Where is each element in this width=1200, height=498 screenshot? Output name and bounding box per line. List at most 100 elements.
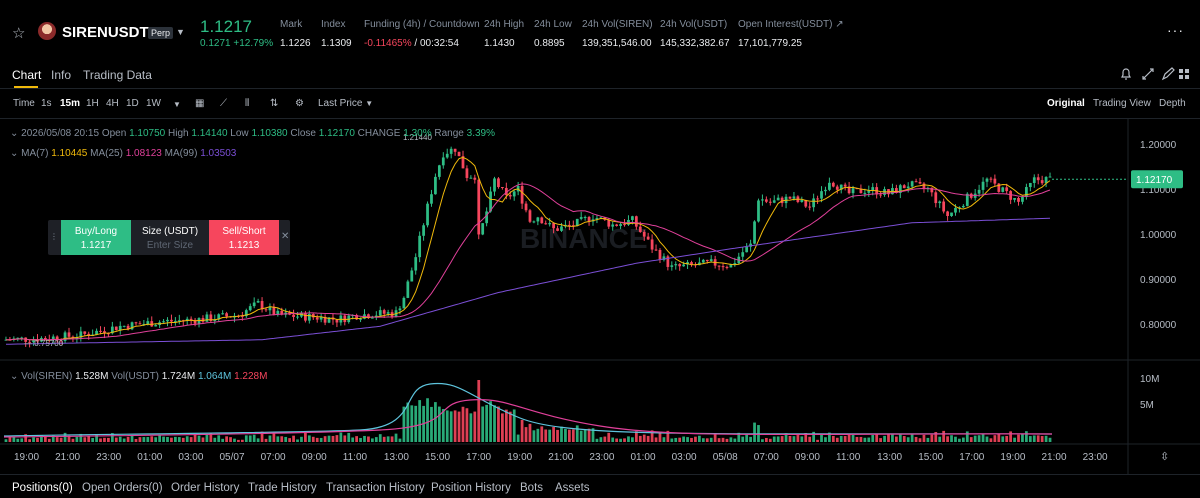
candle	[209, 310, 213, 323]
sell-short-button[interactable]: Sell/Short 1.1213	[209, 220, 279, 255]
size-input[interactable]: Size (USDT) Enter Size	[141, 226, 199, 251]
tab-chart[interactable]: Chart	[12, 68, 42, 82]
interval-1w[interactable]: 1W	[146, 98, 161, 109]
grid-icon[interactable]	[1179, 69, 1189, 79]
volume-bar	[749, 436, 752, 442]
volume-bar	[449, 411, 453, 442]
tab-trade-history[interactable]: Trade History	[248, 482, 317, 494]
volume-bar	[741, 436, 745, 442]
volume-bar	[67, 435, 71, 442]
volume-bar	[544, 429, 548, 442]
axis-scale-icon[interactable]: ⇳	[1160, 450, 1169, 463]
volume-bar	[367, 436, 370, 442]
volume-bar	[1048, 437, 1052, 442]
volume-bar	[831, 435, 835, 442]
tab-positions[interactable]: Positions(0)	[12, 482, 73, 494]
volume-bar	[343, 435, 347, 442]
time-axis-label: 23:00	[589, 452, 614, 463]
price-chart[interactable]: BINANCE 1.20000 1.10000 1.00000 0.90000 0.80…	[0, 118, 1200, 474]
candle	[276, 307, 280, 317]
stat-mark: Mark 1.1226	[280, 19, 311, 49]
volume-bar	[311, 436, 315, 442]
volume-bar	[292, 435, 295, 442]
interval-dropdown-icon[interactable]: ▼	[173, 100, 181, 109]
tab-position-history[interactable]: Position History	[431, 482, 511, 494]
expand-icon[interactable]	[1142, 68, 1154, 80]
settings-icon[interactable]: ⚙	[295, 98, 304, 109]
candle	[272, 303, 276, 316]
view-trading-view[interactable]: Trading View	[1093, 98, 1151, 109]
candle	[808, 202, 812, 211]
volume-bar	[189, 437, 193, 442]
volume-bar	[516, 434, 520, 442]
candle	[193, 317, 197, 327]
drag-handle-icon[interactable]: ⋮	[50, 232, 58, 241]
volume-bar	[816, 439, 819, 442]
favorite-star-icon[interactable]: ☆	[12, 25, 26, 42]
view-depth[interactable]: Depth	[1159, 98, 1186, 109]
time-axis-label: 21:00	[548, 452, 573, 463]
candle	[1028, 182, 1032, 192]
candle	[422, 223, 425, 241]
volume-bar	[217, 435, 221, 442]
candle	[170, 314, 173, 327]
volume-bar	[485, 404, 489, 442]
time-axis-label: 19:00	[507, 452, 532, 463]
ma7-line	[5, 156, 1051, 341]
candle	[670, 261, 674, 271]
volume-bar	[473, 411, 477, 442]
volume-bar	[114, 437, 118, 442]
volume-bar	[437, 406, 441, 442]
price-axis-label: 0.90000	[1140, 275, 1177, 286]
volume-bar	[256, 438, 260, 442]
interval-15m[interactable]: 15m	[60, 98, 81, 109]
tab-info[interactable]: Info	[51, 68, 72, 82]
volume-bar	[335, 435, 339, 442]
candle	[493, 176, 496, 196]
volume-bar	[118, 436, 122, 442]
interval-4h[interactable]: 4H	[106, 98, 119, 109]
tab-open-orders[interactable]: Open Orders(0)	[82, 482, 163, 494]
chevron-down-icon[interactable]: ▼	[176, 27, 185, 37]
candle	[946, 210, 949, 221]
candle	[989, 176, 993, 183]
volume-bar	[162, 436, 165, 442]
interval-1h[interactable]: 1H	[86, 98, 99, 109]
volume-bar	[1044, 435, 1048, 442]
volume-bar	[701, 438, 705, 442]
interval-1s[interactable]: 1s	[41, 98, 52, 109]
candle	[1025, 183, 1028, 200]
bell-icon[interactable]	[1121, 68, 1131, 80]
edit-icon[interactable]	[1161, 67, 1175, 81]
tab-transaction-history[interactable]: Transaction History	[326, 482, 425, 494]
volume-bar	[599, 437, 603, 442]
volume-bar	[859, 436, 863, 442]
time-axis-label: 11:00	[343, 452, 368, 463]
calendar-icon[interactable]: ▦	[195, 98, 205, 109]
view-original[interactable]: Original	[1047, 98, 1085, 109]
close-icon[interactable]: ✕	[281, 231, 290, 242]
buy-long-button[interactable]: Buy/Long 1.1217	[61, 220, 131, 255]
candle	[654, 244, 658, 251]
collapse-icon: ⌄	[10, 371, 19, 382]
indicator-icon[interactable]: ⟋	[220, 98, 227, 109]
tab-trading-data[interactable]: Trading Data	[83, 68, 152, 82]
view-tabs: Chart Info Trading Data	[0, 60, 1200, 89]
price-type-select[interactable]: Last Price ▼	[318, 98, 374, 109]
volume-bar	[631, 437, 634, 442]
candle-type-icon[interactable]: ⫴	[245, 98, 250, 109]
volume-bar	[950, 435, 953, 442]
volume-bar	[205, 433, 209, 442]
interval-1d[interactable]: 1D	[126, 98, 139, 109]
tab-assets[interactable]: Assets	[555, 482, 590, 494]
tab-bots[interactable]: Bots	[520, 482, 544, 494]
layout-icon[interactable]: ⇅	[270, 98, 279, 109]
tab-order-history[interactable]: Order History	[171, 482, 240, 494]
volume-bar	[122, 438, 126, 442]
volume-bar	[564, 428, 567, 442]
more-menu-icon[interactable]: ···	[1167, 22, 1184, 38]
symbol-name[interactable]: SIRENUSDT	[62, 24, 149, 41]
candle	[985, 177, 989, 188]
volume-bar	[248, 435, 252, 442]
account-tabs: Positions(0) Open Orders(0) Order Histor…	[0, 474, 1200, 498]
